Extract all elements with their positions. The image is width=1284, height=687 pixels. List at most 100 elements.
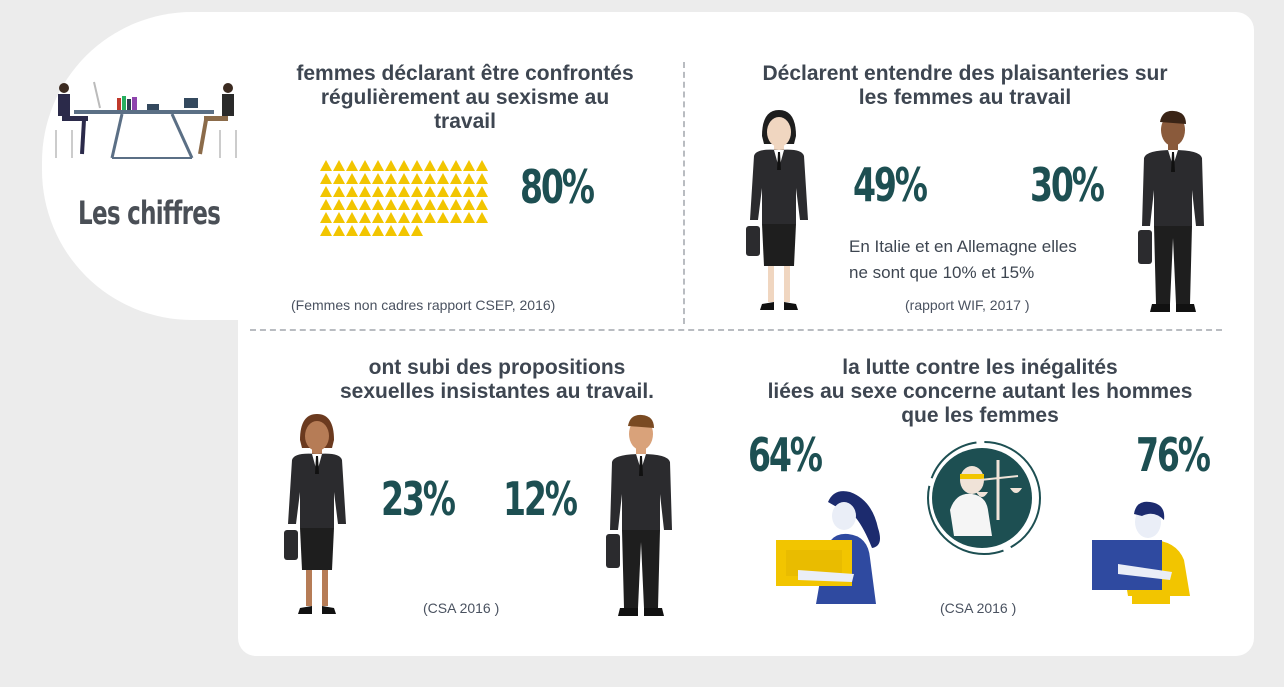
triangle-mark [359, 186, 371, 197]
triangle-mark [333, 186, 345, 197]
triangle-mark [437, 173, 449, 184]
triangle-mark [372, 212, 384, 223]
triangle-mark [437, 160, 449, 171]
title-line: que les femmes [901, 404, 1059, 427]
triangle-mark [372, 160, 384, 171]
triangle-mark [359, 173, 371, 184]
triangle-mark [424, 160, 436, 171]
stat-value-men-plaisanteries: 30% [1030, 158, 1105, 212]
triangle-mark [398, 160, 410, 171]
stat-value-women-lutte: 64% [748, 428, 823, 482]
triangle-mark [450, 186, 462, 197]
source-propositions: (CSA 2016 ) [423, 600, 500, 616]
triangle-mark [411, 212, 423, 223]
title-line: liées au sexe concerne autant les hommes [767, 380, 1193, 403]
office-desk-icon [55, 81, 237, 159]
triangle-mark [437, 199, 449, 210]
triangle-mark [463, 212, 475, 223]
triangle-mark [411, 199, 423, 210]
triangle-mark [437, 186, 449, 197]
triangle-mark [476, 186, 488, 197]
triangle-mark [398, 212, 410, 223]
businesswoman-icon [284, 414, 346, 614]
stat-value-men-propositions: 12% [503, 472, 578, 526]
triangle-mark [320, 212, 332, 223]
triangle-mark [372, 225, 384, 236]
triangle-mark [476, 160, 488, 171]
triangle-mark [437, 212, 449, 223]
triangle-mark [463, 186, 475, 197]
triangle-mark [385, 212, 397, 223]
triangle-mark [411, 225, 423, 236]
triangle-mark [463, 173, 475, 184]
triangle-mark [346, 173, 358, 184]
note-line: En Italie et en Allemagne elles [849, 237, 1077, 256]
triangle-mark [346, 199, 358, 210]
businesswoman-icon [746, 110, 808, 310]
triangle-mark [320, 160, 332, 171]
man-with-sign-icon [1092, 501, 1190, 604]
triangle-mark [320, 199, 332, 210]
triangle-mark [398, 199, 410, 210]
triangle-pictogram [320, 160, 500, 237]
triangle-mark [346, 212, 358, 223]
triangle-mark [359, 160, 371, 171]
triangle-mark [424, 173, 436, 184]
title-line: régulièrement au sexisme au [320, 86, 610, 109]
triangle-mark [424, 186, 436, 197]
page-title: Les chiffres [78, 194, 221, 232]
triangle-mark [424, 199, 436, 210]
triangle-mark [424, 212, 436, 223]
title-line: femmes déclarant être confrontés [296, 62, 634, 85]
panel-plaisanteries-title: Déclarent entendre des plaisanteries sur… [715, 62, 1215, 110]
triangle-mark [320, 186, 332, 197]
note-plaisanteries: En Italie et en Allemagne elles ne sont … [849, 234, 1139, 286]
triangle-mark [385, 199, 397, 210]
panel-lutte-title: la lutte contre les inégalités liées au … [720, 356, 1240, 428]
triangle-mark [398, 173, 410, 184]
triangle-mark [333, 212, 345, 223]
triangle-mark [450, 173, 462, 184]
source-sexisme: (Femmes non cadres rapport CSEP, 2016) [291, 297, 556, 313]
title-line: Déclarent entendre des plaisanteries sur [762, 62, 1168, 85]
woman-with-sign-icon [776, 491, 880, 604]
title-line: les femmes au travail [858, 86, 1072, 109]
title-line: sexuelles insistantes au travail. [340, 380, 654, 403]
triangle-mark [411, 160, 423, 171]
triangle-mark [346, 225, 358, 236]
source-plaisanteries: (rapport WIF, 2017 ) [905, 297, 1030, 313]
stat-value-men-lutte: 76% [1136, 428, 1211, 482]
triangle-mark [476, 173, 488, 184]
triangle-mark [385, 225, 397, 236]
stat-value-sexisme: 80% [520, 160, 595, 214]
triangle-mark [385, 173, 397, 184]
stat-value-women-propositions: 23% [381, 472, 456, 526]
triangle-mark [372, 186, 384, 197]
triangle-mark [346, 160, 358, 171]
businessman-icon [1138, 110, 1204, 312]
triangle-mark [385, 160, 397, 171]
triangle-mark [359, 212, 371, 223]
triangle-mark [463, 160, 475, 171]
triangle-mark [476, 199, 488, 210]
triangle-mark [463, 199, 475, 210]
triangle-mark [398, 186, 410, 197]
triangle-mark [476, 212, 488, 223]
triangle-mark [333, 199, 345, 210]
panel-propositions-title: ont subi des propositions sexuelles insi… [282, 356, 712, 404]
triangle-mark [333, 225, 345, 236]
title-line: travail [434, 110, 496, 133]
title-line: la lutte contre les inégalités [842, 356, 1118, 379]
triangle-mark [333, 173, 345, 184]
top-card [42, 12, 1254, 320]
stat-value-women-plaisanteries: 49% [853, 158, 928, 212]
triangle-mark [450, 199, 462, 210]
triangle-mark [372, 199, 384, 210]
triangle-mark [359, 199, 371, 210]
triangle-mark [372, 173, 384, 184]
horizontal-divider [250, 329, 1222, 331]
triangle-mark [359, 225, 371, 236]
triangle-mark [385, 186, 397, 197]
triangle-mark [450, 160, 462, 171]
businessman-icon [606, 414, 672, 616]
